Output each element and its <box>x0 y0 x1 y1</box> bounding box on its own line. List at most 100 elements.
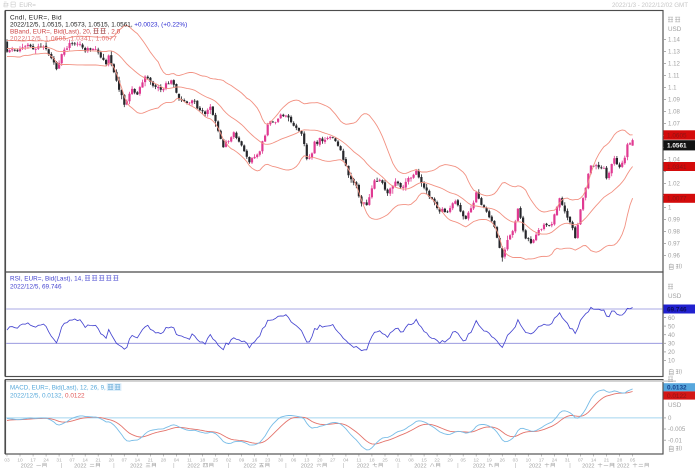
svg-text:28: 28 <box>617 458 623 464</box>
svg-text:1.13: 1.13 <box>668 49 680 56</box>
svg-text:10: 10 <box>526 458 532 464</box>
svg-text:1: 1 <box>668 205 672 212</box>
svg-text:05: 05 <box>461 458 467 464</box>
svg-text:21: 21 <box>148 458 154 464</box>
svg-text:Cndl, EUR=, Bid: Cndl, EUR=, Bid <box>10 15 62 22</box>
svg-text:2022: 2022 <box>357 464 369 470</box>
svg-text:27: 27 <box>330 458 336 464</box>
svg-text:0.99: 0.99 <box>668 217 680 224</box>
svg-text:0.0122: 0.0122 <box>65 393 85 400</box>
svg-text:2022: 2022 <box>130 464 142 470</box>
svg-text:20: 20 <box>668 349 675 356</box>
svg-text:23: 23 <box>265 458 271 464</box>
svg-text:18: 18 <box>369 458 375 464</box>
svg-text:2022/1/3 - 2022/12/02 GMT: 2022/1/3 - 2022/12/02 GMT <box>612 2 688 9</box>
svg-text:31: 31 <box>56 458 62 464</box>
svg-text:2022: 2022 <box>414 464 426 470</box>
svg-text:, 2.0: , 2.0 <box>108 29 121 36</box>
svg-text:1.0077: 1.0077 <box>667 196 687 203</box>
svg-text:1.0605: 1.0605 <box>667 132 687 139</box>
svg-text:02: 02 <box>226 458 232 464</box>
svg-text:24: 24 <box>43 458 49 464</box>
svg-text:0.97: 0.97 <box>668 241 680 248</box>
svg-text:0: 0 <box>668 415 672 422</box>
svg-text:08: 08 <box>408 458 414 464</box>
svg-text:28: 28 <box>161 458 167 464</box>
svg-text:01: 01 <box>395 458 401 464</box>
svg-text:1.02: 1.02 <box>668 181 680 188</box>
svg-text:EUR=: EUR= <box>19 2 36 9</box>
svg-text:1.0341: 1.0341 <box>667 164 687 171</box>
svg-text:21: 21 <box>96 458 102 464</box>
svg-text:1.12: 1.12 <box>668 61 680 68</box>
svg-text:1.14: 1.14 <box>668 37 680 44</box>
svg-text:30: 30 <box>668 341 675 348</box>
svg-text:2022/12/5, 69.746: 2022/12/5, 69.746 <box>10 284 62 291</box>
svg-text:-0.005: -0.005 <box>668 426 686 433</box>
svg-text:29: 29 <box>447 458 453 464</box>
svg-text:11: 11 <box>187 458 192 464</box>
svg-text:30: 30 <box>278 458 284 464</box>
svg-text:0.0132: 0.0132 <box>667 385 687 392</box>
svg-text:14: 14 <box>591 458 597 464</box>
svg-text:05: 05 <box>630 458 636 464</box>
svg-text:14: 14 <box>83 458 89 464</box>
svg-text:07: 07 <box>70 458 76 464</box>
svg-text:USD: USD <box>668 402 682 409</box>
svg-text:25: 25 <box>382 458 388 464</box>
svg-text:2022: 2022 <box>301 464 313 470</box>
svg-text:50: 50 <box>668 323 675 330</box>
svg-text:12: 12 <box>474 458 480 464</box>
svg-text:2022/12/5, 1.0515, 1.0573, 1.0: 2022/12/5, 1.0515, 1.0573, 1.0515, 1.056… <box>10 22 133 29</box>
svg-text:22: 22 <box>434 458 440 464</box>
svg-text:03: 03 <box>513 458 519 464</box>
svg-text:1.1: 1.1 <box>668 85 677 92</box>
svg-text:MACD, EUR=, Bid(Last), 12, 26: MACD, EUR=, Bid(Last), 12, 26, 9, <box>10 385 106 392</box>
svg-text:2022: 2022 <box>473 464 485 470</box>
svg-text:09: 09 <box>239 458 245 464</box>
svg-text:14: 14 <box>135 458 141 464</box>
svg-text:16: 16 <box>252 458 258 464</box>
svg-text:1.07: 1.07 <box>668 121 680 128</box>
svg-text:60: 60 <box>668 315 675 322</box>
svg-text:24: 24 <box>552 458 558 464</box>
svg-text:USD: USD <box>668 293 682 300</box>
svg-text:-0.01: -0.01 <box>668 437 683 444</box>
svg-text:04: 04 <box>174 458 180 464</box>
svg-text:17: 17 <box>539 458 545 464</box>
svg-text:2022: 2022 <box>529 464 541 470</box>
svg-text:USD: USD <box>668 26 682 33</box>
svg-text:07: 07 <box>122 458 128 464</box>
svg-text:03: 03 <box>4 458 10 464</box>
svg-text:26: 26 <box>500 458 506 464</box>
svg-text:2022: 2022 <box>617 464 629 470</box>
svg-text:1.0561: 1.0561 <box>667 143 687 150</box>
svg-text:0.98: 0.98 <box>668 229 680 236</box>
svg-text:25: 25 <box>213 458 219 464</box>
svg-text:+0.0023, (+0.22%): +0.0023, (+0.22%) <box>134 22 187 29</box>
svg-text:20: 20 <box>317 458 323 464</box>
svg-text:19: 19 <box>487 458 493 464</box>
svg-text:0.96: 0.96 <box>668 253 680 260</box>
svg-text:40: 40 <box>668 332 675 339</box>
svg-text:69.746: 69.746 <box>667 306 687 313</box>
svg-text:10: 10 <box>668 358 675 365</box>
svg-text:13: 13 <box>304 458 310 464</box>
svg-text:1.11: 1.11 <box>668 73 680 80</box>
svg-text:0.0122: 0.0122 <box>667 393 687 400</box>
svg-text:2022/12/5, 0.0132,: 2022/12/5, 0.0132, <box>10 393 64 400</box>
svg-text:1.04: 1.04 <box>668 157 680 164</box>
svg-text:2022: 2022 <box>21 464 33 470</box>
svg-text:1.08: 1.08 <box>668 109 680 116</box>
svg-text:2022/12/5, 1.0605, 1.0341,: 2022/12/5, 1.0605, 1.0341, 1.0077 <box>10 36 117 43</box>
svg-text:07: 07 <box>578 458 584 464</box>
svg-text:18: 18 <box>200 458 206 464</box>
svg-text:10: 10 <box>17 458 23 464</box>
svg-text:06: 06 <box>291 458 297 464</box>
svg-text:2022: 2022 <box>582 464 594 470</box>
svg-text:11: 11 <box>356 458 361 464</box>
svg-text:2022: 2022 <box>74 464 86 470</box>
svg-text:1.09: 1.09 <box>668 97 680 104</box>
svg-text:2022: 2022 <box>244 464 256 470</box>
svg-text:15: 15 <box>421 458 427 464</box>
